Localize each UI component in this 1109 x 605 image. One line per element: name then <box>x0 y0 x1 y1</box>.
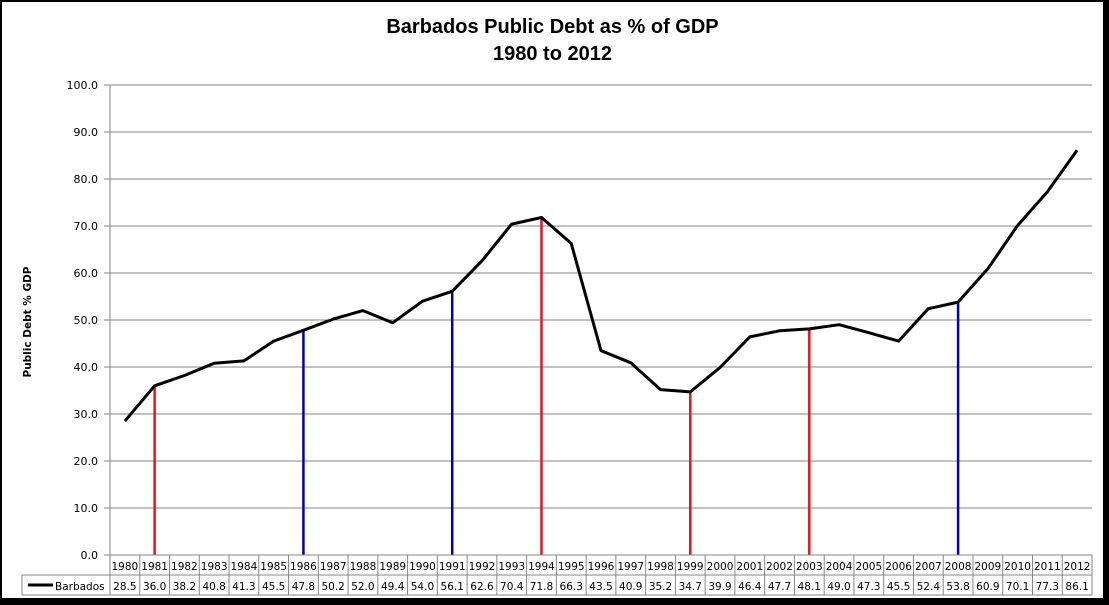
x-category-label: 1985 <box>260 561 287 573</box>
table-value: 34.7 <box>679 581 702 593</box>
y-tick-label: 100.0 <box>67 79 99 92</box>
x-category-label: 2011 <box>1034 561 1061 573</box>
table-value: 70.4 <box>500 581 524 593</box>
x-category-label: 1984 <box>231 561 258 573</box>
line-chart: 0.0 10.0 20.0 30.0 40.0 50.0 60.0 70.0 80.0 90.0 1… <box>21 79 1093 596</box>
table-value: 62.6 <box>470 581 494 593</box>
x-category-label: 2009 <box>974 561 1001 573</box>
x-category-label: 1992 <box>469 561 496 573</box>
y-tick-label: 20.0 <box>74 455 99 468</box>
table-value: 47.8 <box>292 581 315 593</box>
x-category-label: 1981 <box>141 561 168 573</box>
table-value: 39.9 <box>708 581 731 593</box>
table-value: 52.0 <box>351 581 374 593</box>
table-value: 47.7 <box>768 581 791 593</box>
x-category-label: 1990 <box>409 561 436 573</box>
table-value: 60.9 <box>976 581 999 593</box>
table-value: 47.3 <box>857 581 880 593</box>
x-category-label: 1987 <box>320 561 347 573</box>
x-category-label: 2012 <box>1064 561 1091 573</box>
table-value: 40.8 <box>202 581 225 593</box>
table-value: 54.0 <box>411 581 434 593</box>
y-tick-label: 80.0 <box>74 173 99 186</box>
table-value: 71.8 <box>530 581 553 593</box>
table-value: 49.0 <box>827 581 850 593</box>
x-category-label: 2002 <box>766 561 793 573</box>
x-category-label: 1997 <box>617 561 644 573</box>
table-value: 48.1 <box>798 581 821 593</box>
y-tick-label: 0.0 <box>81 549 99 562</box>
x-category-label: 2008 <box>945 561 972 573</box>
x-category-label: 1993 <box>498 561 525 573</box>
chart-subtitle: 1980 to 2012 <box>493 43 612 65</box>
y-tick-label: 90.0 <box>74 126 99 139</box>
table-value: 35.2 <box>649 581 672 593</box>
x-category-label: 2000 <box>707 561 734 573</box>
table-value: 41.3 <box>232 581 255 593</box>
table-value: 28.5 <box>113 581 136 593</box>
x-category-label: 2004 <box>826 561 853 573</box>
x-category-label: 2007 <box>915 561 942 573</box>
table-value: 40.9 <box>619 581 642 593</box>
series-line-barbados <box>123 149 1079 423</box>
x-category-label: 2010 <box>1004 561 1031 573</box>
x-category-label: 1999 <box>677 561 704 573</box>
table-value: 50.2 <box>321 581 344 593</box>
y-tick-label: 70.0 <box>74 220 99 233</box>
x-category-label: 1991 <box>439 561 466 573</box>
table-value: 43.5 <box>589 581 612 593</box>
x-category-label: 1995 <box>558 561 585 573</box>
x-category-label: 2006 <box>885 561 912 573</box>
table-value: 45.5 <box>262 581 285 593</box>
x-category-label: 1996 <box>588 561 615 573</box>
x-category-label: 1989 <box>379 561 406 573</box>
y-tick-label: 60.0 <box>74 267 99 280</box>
table-value: 77.3 <box>1036 581 1059 593</box>
x-category-label: 1998 <box>647 561 674 573</box>
x-category-label: 2001 <box>736 561 763 573</box>
y-tick-label: 50.0 <box>74 314 99 327</box>
x-category-label: 1994 <box>528 561 555 573</box>
y-tick-label: 40.0 <box>74 361 99 374</box>
x-category-label: 1980 <box>112 561 139 573</box>
legend-label: Barbados <box>55 581 105 593</box>
chart-title: Barbados Public Debt as % of GDP 1980 to… <box>2 14 1103 68</box>
table-value: 53.8 <box>946 581 969 593</box>
table-value: 45.5 <box>887 581 910 593</box>
x-category-label: 2003 <box>796 561 823 573</box>
table-value: 52.4 <box>917 581 941 593</box>
chart-frame: Barbados Public Debt as % of GDP 1980 to… <box>2 2 1103 598</box>
table-value: 36.0 <box>143 581 166 593</box>
x-category-label: 1983 <box>201 561 228 573</box>
y-tick-label: 30.0 <box>74 408 99 421</box>
table-value: 86.1 <box>1065 581 1088 593</box>
x-category-label: 2005 <box>855 561 882 573</box>
table-value: 66.3 <box>560 581 583 593</box>
y-tick-label: 10.0 <box>74 502 99 515</box>
table-value: 70.1 <box>1006 581 1029 593</box>
table-value: 49.4 <box>381 581 405 593</box>
table-value: 46.4 <box>738 581 762 593</box>
x-category-label: 1986 <box>290 561 317 573</box>
table-value: 38.2 <box>173 581 196 593</box>
x-category-label: 1982 <box>171 561 198 573</box>
table-value: 56.1 <box>441 581 464 593</box>
x-category-label: 1988 <box>350 561 377 573</box>
chart-title-line1: Barbados Public Debt as % of GDP <box>386 16 719 38</box>
